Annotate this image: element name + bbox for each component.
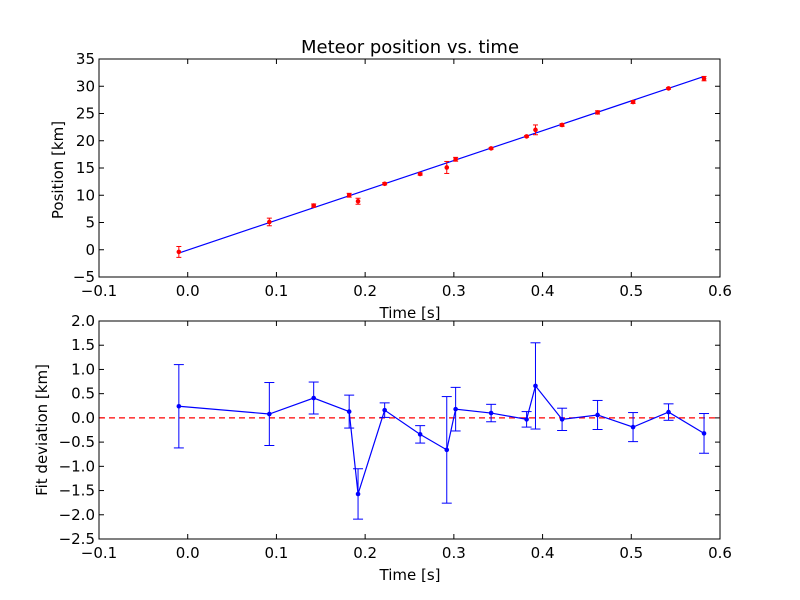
y-tick-label: 35 [76, 50, 95, 68]
data-point [533, 127, 538, 133]
y-tick-label: 0.0 [71, 409, 95, 427]
y-tick-label: −2.5 [59, 530, 95, 548]
deviation-chart: Time [s] Fit deviation [km] −0.1 0.0 0.1 0.… [33, 312, 732, 584]
data-point [559, 417, 565, 422]
data-point [355, 198, 361, 204]
data-point [630, 99, 636, 105]
deviation-chart-plot-area [99, 342, 720, 520]
x-tick-label: 0.4 [531, 544, 555, 562]
y-tick-label: −0.5 [59, 433, 95, 451]
position-chart-xlabel: Time [s] [379, 304, 441, 322]
x-tick-label: 0.1 [264, 282, 288, 300]
position-chart-plot-area [176, 75, 707, 258]
y-tick-label: 0.5 [71, 385, 95, 403]
x-tick-label: 0.6 [708, 544, 732, 562]
deviation-chart-xlabel: Time [s] [379, 566, 441, 584]
y-tick-label: 5 [85, 214, 95, 232]
x-tick-label: 0.5 [619, 544, 643, 562]
data-point [701, 76, 707, 81]
data-point [453, 406, 458, 412]
data-point [666, 86, 671, 91]
data-point [701, 431, 707, 436]
position-chart-title: Meteor position vs. time [301, 37, 519, 58]
data-point [488, 410, 494, 416]
data-point [382, 181, 387, 187]
position-chart-ticks: −0.1 0.0 0.1 0.2 0.3 0.4 0.5 0.6 −5 0 5 10 15 20 25 30 3… [73, 50, 732, 300]
y-tick-label: 10 [76, 186, 95, 204]
x-tick-label: 0.2 [353, 282, 377, 300]
data-point [267, 411, 272, 417]
x-tick-label: 0.2 [353, 544, 377, 562]
x-tick-label: 0.4 [531, 282, 555, 300]
y-tick-label: 20 [76, 132, 95, 150]
data-point [311, 395, 316, 401]
fit-line [178, 75, 705, 254]
y-tick-label: 25 [76, 105, 95, 123]
data-point [382, 407, 387, 413]
data-point [524, 417, 529, 422]
x-tick-label: 0.1 [264, 544, 288, 562]
deviation-chart-ticks: −0.1 0.0 0.1 0.2 0.3 0.4 0.5 0.6 −2.5 −2.0 −1.5 −1.… [59, 312, 732, 562]
deviation-chart-ylabel: Fit deviation [km] [33, 364, 51, 496]
data-point [488, 146, 494, 151]
data-point [355, 491, 361, 497]
data-point [267, 219, 272, 225]
x-tick-label: 0.0 [176, 544, 200, 562]
x-tick-label: −0.1 [81, 282, 117, 300]
data-point [176, 249, 182, 255]
data-point [595, 110, 600, 115]
y-tick-label: −5 [73, 268, 95, 286]
data-point [453, 156, 458, 162]
y-tick-label: 1.0 [71, 360, 95, 378]
y-tick-label: −2.0 [59, 506, 95, 524]
data-point [524, 134, 529, 139]
y-tick-label: 0 [85, 241, 95, 259]
data-point [666, 409, 671, 415]
y-tick-label: 30 [76, 77, 95, 95]
x-tick-label: 0.3 [442, 544, 466, 562]
x-tick-label: −0.1 [81, 544, 117, 562]
y-tick-label: 15 [76, 159, 95, 177]
position-chart: Meteor position vs. time Time [s] Positi… [49, 37, 732, 322]
position-chart-ylabel: Position [km] [49, 121, 67, 219]
x-tick-label: 0.0 [176, 282, 200, 300]
data-point [311, 203, 316, 208]
data-point [417, 171, 423, 177]
data-point [444, 165, 450, 170]
y-tick-label: 2.0 [71, 312, 95, 330]
data-point [533, 383, 538, 389]
data-point [346, 192, 352, 198]
x-tick-label: 0.3 [442, 282, 466, 300]
data-point [176, 403, 182, 409]
data-point [417, 432, 423, 437]
x-tick-label: 0.5 [619, 282, 643, 300]
y-tick-label: −1.0 [59, 457, 95, 475]
position-chart-frame [98, 58, 721, 278]
data-point [559, 122, 565, 128]
data-point [346, 409, 352, 414]
y-tick-label: −1.5 [59, 482, 95, 500]
data-point [595, 412, 600, 418]
y-tick-label: 1.5 [71, 336, 95, 354]
data-point [444, 447, 450, 453]
deviation-chart-frame [98, 320, 721, 540]
data-point [630, 424, 636, 430]
x-tick-label: 0.6 [708, 282, 732, 300]
